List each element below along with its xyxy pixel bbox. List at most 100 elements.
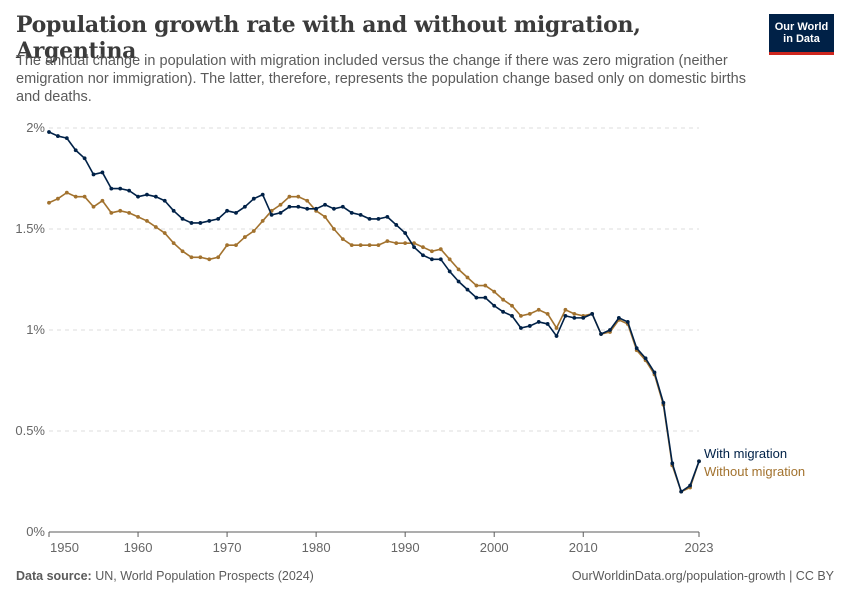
data-point bbox=[661, 400, 666, 405]
x-tick-label: 1990 bbox=[391, 540, 420, 555]
data-point bbox=[278, 210, 283, 215]
data-point bbox=[189, 221, 194, 225]
legend-label[interactable]: Without migration bbox=[704, 464, 805, 479]
data-point bbox=[323, 202, 327, 207]
data-point bbox=[599, 332, 603, 336]
data-point bbox=[563, 313, 568, 318]
y-tick-label: 1.5% bbox=[15, 221, 45, 236]
data-point bbox=[554, 334, 559, 338]
data-point bbox=[527, 324, 532, 328]
data-point bbox=[376, 243, 381, 248]
data-point bbox=[519, 313, 523, 318]
data-point bbox=[465, 287, 470, 292]
x-tick-label: 1960 bbox=[124, 540, 153, 555]
data-point bbox=[447, 257, 452, 262]
data-point bbox=[412, 241, 416, 246]
data-point bbox=[536, 320, 541, 324]
x-tick-label: 2000 bbox=[480, 540, 509, 555]
data-point bbox=[171, 241, 176, 246]
data-point bbox=[456, 279, 461, 284]
data-point bbox=[394, 223, 399, 227]
y-tick-label: 2% bbox=[26, 120, 45, 135]
data-point bbox=[349, 243, 354, 248]
data-point bbox=[100, 170, 105, 175]
data-point bbox=[519, 326, 523, 330]
data-point bbox=[47, 200, 51, 205]
series-line bbox=[48, 191, 700, 493]
data-point bbox=[349, 210, 354, 215]
data-point bbox=[234, 210, 238, 215]
data-point bbox=[608, 328, 612, 332]
data-point bbox=[367, 217, 372, 221]
y-tick-label: 0.5% bbox=[15, 423, 45, 438]
data-point bbox=[527, 311, 532, 316]
data-point bbox=[385, 214, 390, 219]
data-point bbox=[616, 315, 621, 320]
series-lines bbox=[47, 130, 701, 494]
data-point bbox=[225, 243, 229, 248]
data-point bbox=[625, 320, 630, 324]
data-point bbox=[634, 346, 639, 351]
data-point bbox=[198, 255, 203, 260]
data-point bbox=[251, 196, 256, 201]
x-tick-label: 1950 bbox=[50, 540, 79, 555]
data-point bbox=[118, 186, 123, 191]
data-point bbox=[670, 461, 675, 466]
logo-line-1: Our World bbox=[774, 21, 829, 33]
data-point bbox=[572, 311, 577, 316]
data-point bbox=[56, 196, 60, 201]
data-point bbox=[171, 208, 176, 213]
data-point bbox=[679, 489, 684, 494]
logo-line-2: in Data bbox=[783, 33, 820, 45]
data-point bbox=[269, 212, 274, 217]
data-point bbox=[536, 307, 541, 312]
data-point bbox=[358, 212, 363, 217]
data-point bbox=[492, 289, 497, 294]
data-point bbox=[127, 188, 132, 193]
legend: With migration Without migration bbox=[704, 446, 805, 479]
y-axis: 0% 0.5% 1% 1.5% 2% bbox=[15, 120, 45, 539]
data-point bbox=[545, 311, 550, 316]
data-point bbox=[581, 315, 586, 320]
data-point bbox=[447, 269, 452, 274]
data-point bbox=[456, 267, 461, 272]
series-without-migration[interactable] bbox=[47, 190, 701, 494]
data-point bbox=[572, 315, 577, 320]
owid-logo[interactable]: Our World in Data bbox=[769, 14, 834, 55]
data-point bbox=[145, 192, 149, 197]
x-tick-label: 2010 bbox=[569, 540, 598, 555]
data-point bbox=[421, 245, 425, 250]
chart-title: Population growth rate with and without … bbox=[16, 12, 641, 64]
data-point bbox=[429, 249, 434, 254]
data-point bbox=[64, 136, 69, 141]
data-source-label: Data source: bbox=[16, 569, 92, 583]
series-line bbox=[48, 131, 700, 493]
data-point bbox=[180, 249, 185, 254]
series-with-migration[interactable] bbox=[47, 130, 701, 494]
data-point bbox=[73, 148, 78, 153]
data-point bbox=[242, 235, 247, 239]
data-point bbox=[438, 257, 443, 262]
data-point bbox=[332, 227, 336, 231]
chart-subtitle: The annual change in population with mig… bbox=[16, 53, 746, 105]
data-point bbox=[216, 255, 221, 260]
data-point bbox=[153, 194, 158, 199]
data-point bbox=[340, 237, 345, 242]
data-point bbox=[145, 219, 149, 223]
data-point bbox=[483, 295, 488, 300]
data-point bbox=[501, 297, 506, 302]
data-point bbox=[260, 192, 265, 197]
data-point bbox=[47, 130, 51, 134]
data-point bbox=[260, 219, 265, 223]
legend-label[interactable]: With migration bbox=[704, 446, 787, 461]
data-point bbox=[403, 231, 408, 235]
url-license[interactable]: OurWorldinData.org/population-growth | C… bbox=[571, 569, 834, 583]
data-point bbox=[385, 239, 390, 244]
data-point bbox=[474, 295, 479, 300]
data-point bbox=[82, 156, 87, 161]
data-point bbox=[118, 208, 123, 213]
x-axis: 1950 1960 1970 1980 1990 2000 2010 2023 bbox=[48, 532, 713, 555]
data-point bbox=[136, 194, 140, 199]
data-point bbox=[305, 198, 310, 203]
data-point bbox=[91, 204, 96, 209]
